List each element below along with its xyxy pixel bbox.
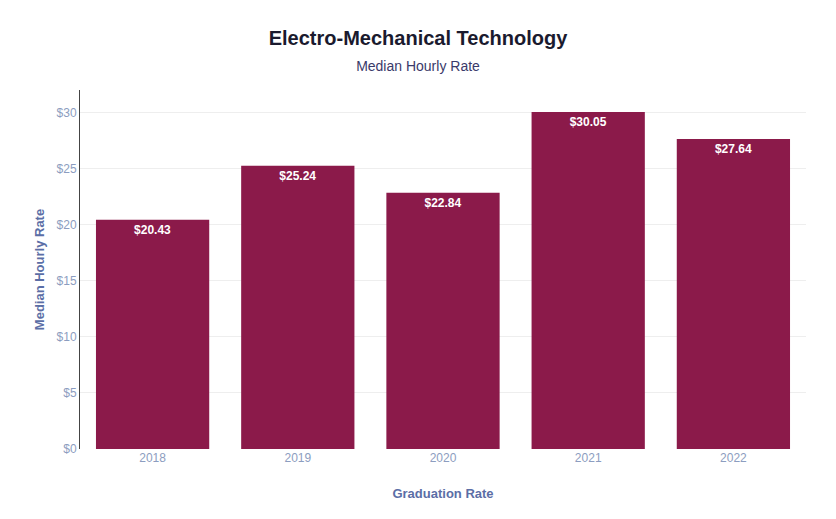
svg-text:Graduation Rate: Graduation Rate <box>392 486 493 501</box>
svg-text:2021: 2021 <box>575 451 602 465</box>
svg-text:$20.43: $20.43 <box>134 223 171 237</box>
svg-text:$30.05: $30.05 <box>570 115 607 129</box>
svg-text:$30: $30 <box>57 106 77 120</box>
svg-text:2019: 2019 <box>284 451 311 465</box>
svg-text:$27.64: $27.64 <box>715 142 752 156</box>
svg-text:$25.24: $25.24 <box>279 169 316 183</box>
svg-text:2020: 2020 <box>430 451 457 465</box>
svg-text:$5: $5 <box>63 386 77 400</box>
svg-text:Median Hourly Rate: Median Hourly Rate <box>32 209 47 330</box>
svg-text:Electro-Mechanical Technology: Electro-Mechanical Technology <box>269 27 568 49</box>
svg-text:$0: $0 <box>63 442 77 456</box>
svg-text:$22.84: $22.84 <box>424 196 461 210</box>
svg-text:$10: $10 <box>57 330 77 344</box>
svg-text:2018: 2018 <box>139 451 166 465</box>
svg-text:Median Hourly Rate: Median Hourly Rate <box>356 58 480 74</box>
svg-text:2022: 2022 <box>720 451 747 465</box>
svg-text:$15: $15 <box>57 274 77 288</box>
svg-text:$20: $20 <box>57 218 77 232</box>
svg-text:$25: $25 <box>57 162 77 176</box>
